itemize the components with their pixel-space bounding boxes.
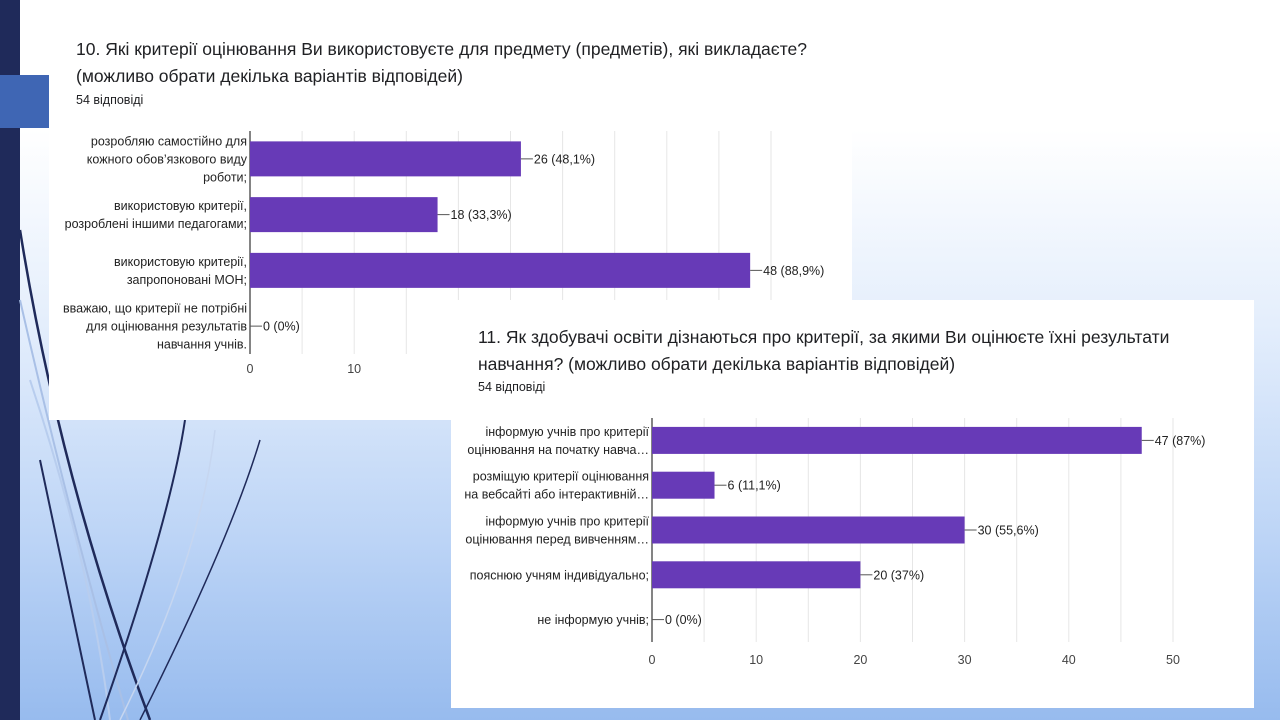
chart-10-title-line2: (можливо обрати декілька варіантів відпо… — [76, 66, 463, 86]
chart-11-title: 11. Як здобувачі освіти дізнаються про к… — [478, 327, 1170, 347]
x-tick-label: 30 — [958, 653, 972, 667]
chart-11-plot: 47 (87%) інформую учнів про критерії оціню… — [464, 418, 1206, 667]
chart-10-plot: 26 (48,1%) розробляю самостійно для кожног… — [63, 131, 824, 376]
category-label: роботи; — [203, 170, 247, 184]
bar — [250, 197, 438, 233]
chart-10-title: 10. Які критерії оцінювання Ви використо… — [76, 39, 807, 59]
category-label: навчання учнів. — [157, 338, 247, 352]
x-tick-label: 50 — [1166, 653, 1180, 667]
data-label: 30 (55,6%) — [978, 524, 1039, 538]
category-label: не інформую учнів; — [537, 613, 649, 627]
bar — [250, 252, 751, 288]
x-tick-label: 0 — [247, 362, 254, 376]
category-label: пояснюю учням індивідуально; — [470, 568, 649, 582]
category-label: вважаю, що критерії не потрібні — [63, 302, 247, 316]
bar — [652, 516, 965, 544]
bar — [652, 471, 715, 499]
data-label: 0 (0%) — [263, 320, 300, 334]
x-tick-label: 40 — [1062, 653, 1076, 667]
category-label: розроблені іншими педагогами; — [65, 217, 247, 231]
chart-11-title-line2: навчання? (можливо обрати декілька варіа… — [478, 354, 956, 374]
bar — [652, 426, 1142, 454]
category-label: оцінювання перед вивченням… — [465, 533, 649, 547]
data-label: 47 (87%) — [1155, 434, 1206, 448]
data-label: 26 (48,1%) — [534, 152, 595, 166]
data-label: 0 (0%) — [665, 613, 702, 627]
x-tick-label: 10 — [749, 653, 763, 667]
category-label: використовую критерії, — [114, 255, 247, 269]
chart-11-response-count: 54 відповіді — [478, 380, 546, 394]
category-label: інформую учнів про критерії — [485, 515, 649, 529]
category-label: розміщую критерії оцінювання — [473, 470, 649, 484]
data-label: 6 (11,1%) — [728, 479, 781, 493]
category-label: для оцінювання результатів — [86, 320, 247, 334]
category-label: інформую учнів про критерії — [485, 425, 649, 439]
chart-10-response-count: 54 відповіді — [76, 93, 144, 107]
category-label: кожного обов’язкового виду — [87, 152, 248, 166]
category-label: розробляю самостійно для — [91, 134, 247, 148]
x-tick-label: 10 — [347, 362, 361, 376]
data-label: 20 (37%) — [873, 568, 924, 582]
x-tick-label: 20 — [853, 653, 867, 667]
x-tick-label: 0 — [649, 653, 656, 667]
bar — [652, 561, 861, 589]
slide-left-bar — [0, 0, 20, 720]
data-label: 48 (88,9%) — [763, 264, 824, 278]
category-label: оцінювання на початку навча… — [467, 443, 649, 457]
slide-accent-block — [0, 75, 49, 128]
chart-panel-11: 11. Як здобувачі освіти дізнаються про к… — [451, 300, 1254, 708]
category-label: на вебсайті або інтерактивній… — [464, 488, 649, 502]
category-label: запропоновані МОН; — [127, 273, 247, 287]
bar — [250, 141, 521, 177]
category-label: використовую критерії, — [114, 199, 247, 213]
data-label: 18 (33,3%) — [451, 208, 512, 222]
